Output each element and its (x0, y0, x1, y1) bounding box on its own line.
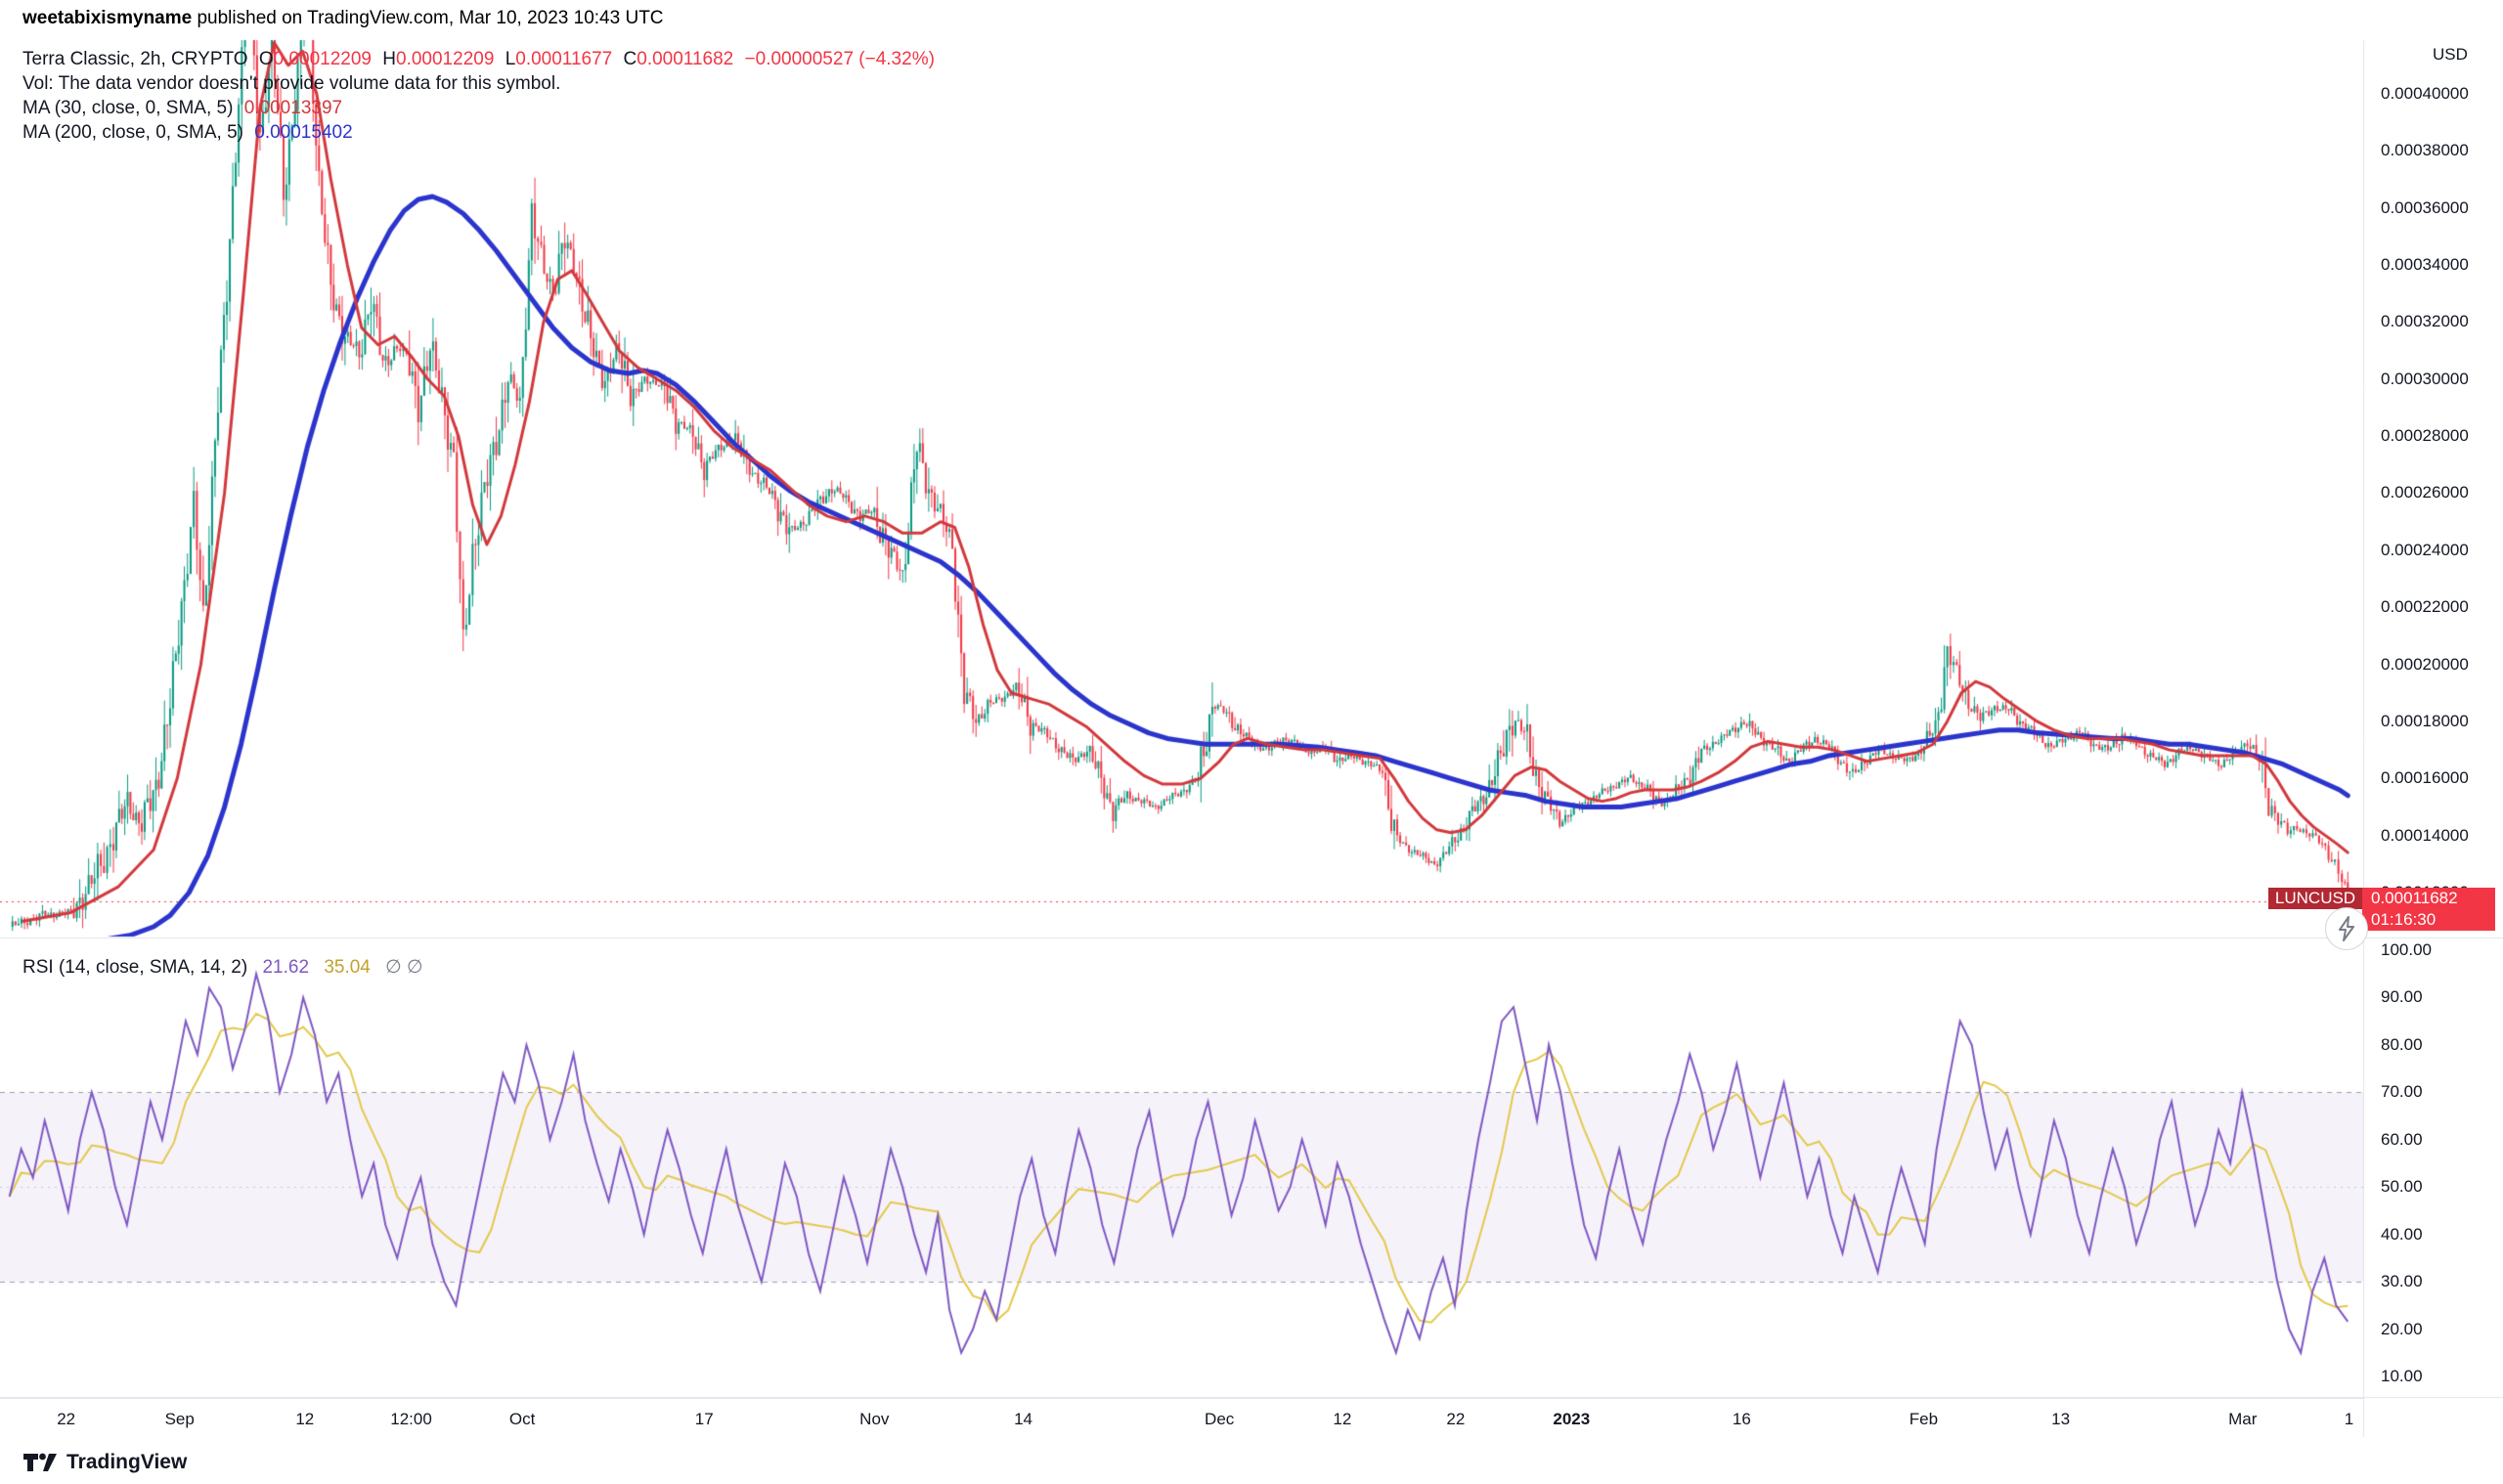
time-tick-label: 12:00 (390, 1410, 432, 1428)
username: weetabixismyname (22, 8, 193, 28)
rsi-ma-value: 35.04 (324, 957, 371, 978)
time-tick-label: Mar (2228, 1410, 2258, 1428)
time-tick-label: 14 (1014, 1410, 1033, 1428)
ohlc-close-label: C (623, 49, 637, 69)
time-axis[interactable]: 22 Sep 12 12:00 Oct 17 Nov 14 Dec 12 22 2023 16 Feb 13… (0, 1398, 2363, 1438)
tradingview-logo-icon (23, 1453, 57, 1471)
ohlc-high-label: H (382, 49, 397, 69)
rsi-legend[interactable]: RSI (14, close, SMA, 14, 2) 21.62 35.04 … (22, 956, 433, 979)
ohlc-low-label: L (505, 49, 516, 69)
symbol-legend: Terra Classic, 2h, CRYPTO O0.00012209 H0… (22, 47, 941, 145)
rsi-tick-label: 30.00 (2381, 1272, 2423, 1291)
time-tick-label: Feb (1909, 1410, 1939, 1428)
time-tick-label: 22 (57, 1410, 76, 1428)
time-tick-label: Nov (859, 1410, 890, 1428)
time-tick-label: 16 (1732, 1410, 1751, 1428)
rsi-tick-label: 10.00 (2381, 1366, 2423, 1385)
time-tick-label: Sep (164, 1410, 195, 1428)
price-tick-label: 0.00040000 (2381, 84, 2469, 103)
rsi-tick-label: 20.00 (2381, 1319, 2423, 1338)
publish-header: weetabixismyname published on TradingVie… (22, 8, 664, 29)
time-tick-label: 13 (2051, 1410, 2071, 1428)
time-tick-label: Dec (1205, 1410, 1235, 1428)
price-tick-label: 0.00026000 (2381, 483, 2469, 502)
time-tick-label: 1 (2344, 1410, 2354, 1428)
footer: TradingView (22, 1451, 187, 1474)
rsi-tick-label: 70.00 (2381, 1082, 2423, 1102)
price-tick-label: 0.00030000 (2381, 369, 2469, 388)
price-tick-label: 0.00032000 (2381, 312, 2469, 331)
ma200-row[interactable]: MA (200, close, 0, SMA, 5) 0.00015402 (22, 120, 941, 145)
time-tick-label: 12 (1333, 1410, 1352, 1428)
price-tick-label: 0.00018000 (2381, 711, 2469, 730)
volume-note: Vol: The data vendor doesn't provide vol… (22, 73, 561, 94)
ohlc-close-value: 0.00011682 (637, 49, 734, 69)
symbol-row[interactable]: Terra Classic, 2h, CRYPTO O0.00012209 H0… (22, 47, 941, 71)
ohlc-open-label: O (258, 49, 274, 69)
rsi-tick-label: 60.00 (2381, 1129, 2423, 1149)
ma200-value: 0.00015402 (254, 122, 353, 143)
rsi-tick-label: 50.00 (2381, 1177, 2423, 1197)
time-tick-label: 22 (1446, 1410, 1466, 1428)
badge-countdown: 01:16:30 (2362, 909, 2495, 931)
price-tick-label: 0.00022000 (2381, 597, 2469, 617)
rsi-tick-label: 90.00 (2381, 987, 2423, 1007)
rsi-tick-label: 40.00 (2381, 1224, 2423, 1244)
ma200-label: MA (200, close, 0, SMA, 5) (22, 122, 243, 143)
ma30-value: 0.00013397 (243, 98, 343, 118)
price-tick-label: 0.00028000 (2381, 426, 2469, 446)
price-tick-label: 0.00036000 (2381, 197, 2469, 217)
rsi-label: RSI (14, close, SMA, 14, 2) (22, 957, 248, 978)
quick-trade-button[interactable] (2325, 907, 2368, 950)
badge-price: 0.00011682 (2362, 888, 2495, 909)
time-tick-label: Oct (508, 1410, 536, 1428)
time-tick-label: 17 (694, 1410, 714, 1428)
ohlc-open-value: 0.00012209 (273, 49, 372, 69)
ohlc-high-value: 0.00012209 (396, 49, 495, 69)
price-tick-label: 0.00020000 (2381, 654, 2469, 674)
change-value: −0.00000527 (−4.32%) (744, 49, 935, 69)
rsi-value: 21.62 (262, 957, 310, 978)
ma30-row[interactable]: MA (30, close, 0, SMA, 5) 0.00013397 (22, 96, 941, 120)
volume-note-row: Vol: The data vendor doesn't provide vol… (22, 71, 941, 96)
badge-symbol: LUNCUSD (2268, 888, 2362, 909)
tradingview-brand: TradingView (66, 1451, 188, 1473)
lightning-icon (2339, 916, 2354, 941)
last-price-badge: LUNCUSD 0.00011682 01:16:30 (2268, 888, 2495, 931)
price-tick-label: 0.00016000 (2381, 768, 2469, 788)
price-axis-currency: USD (2433, 45, 2468, 64)
published-text: published on TradingView.com, Mar 10, 20… (192, 8, 664, 28)
symbol-title: Terra Classic, 2h, CRYPTO (22, 49, 248, 69)
rsi-tick-label: 100.00 (2381, 940, 2432, 959)
price-axis[interactable]: 0.00040000 0.00038000 0.00036000 0.00034000… (2373, 0, 2503, 1437)
time-tick-label: 12 (295, 1410, 315, 1428)
price-tick-label: 0.00014000 (2381, 825, 2469, 845)
time-tick-label: 2023 (1553, 1410, 1591, 1428)
ohlc-low-value: 0.00011677 (515, 49, 613, 69)
price-tick-label: 0.00038000 (2381, 141, 2469, 160)
rsi-hidden-values: ∅ ∅ (385, 957, 423, 978)
rsi-tick-label: 80.00 (2381, 1034, 2423, 1054)
rsi-axis[interactable]: 100.00 90.00 80.00 70.00 60.00 50.00 40.00 30.0… (2373, 0, 2503, 1437)
price-tick-label: 0.00024000 (2381, 540, 2469, 559)
price-tick-label: 0.00034000 (2381, 255, 2469, 275)
ma30-label: MA (30, close, 0, SMA, 5) (22, 98, 234, 118)
